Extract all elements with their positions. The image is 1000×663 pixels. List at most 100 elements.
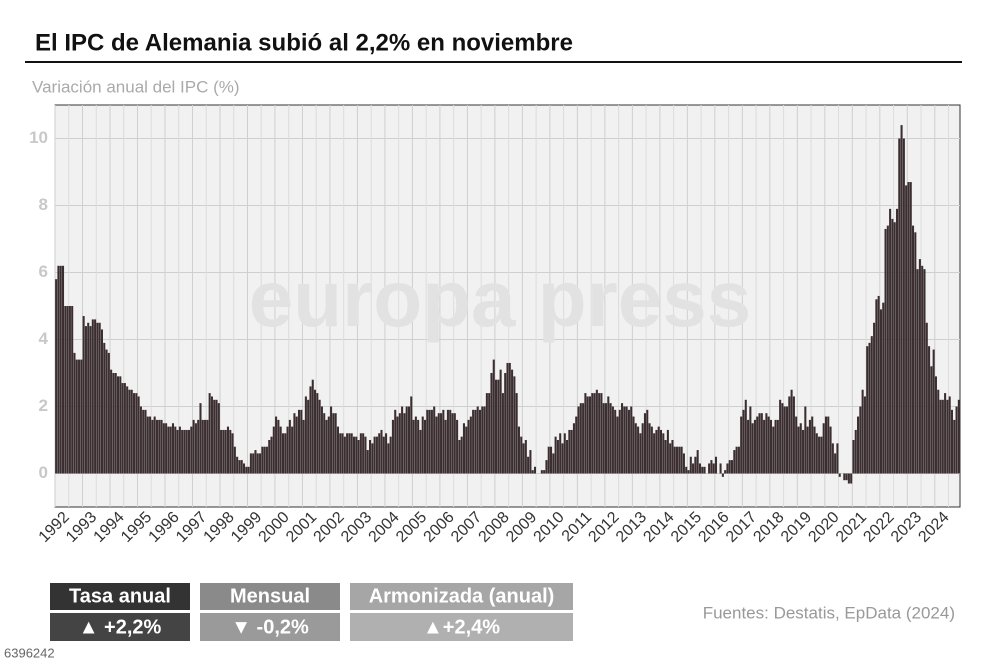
bar xyxy=(765,413,768,474)
bar xyxy=(554,436,557,474)
bar xyxy=(98,322,101,474)
bar xyxy=(845,473,848,481)
bar xyxy=(625,406,628,474)
bars xyxy=(55,125,960,484)
bar xyxy=(637,426,640,474)
bar xyxy=(481,406,484,474)
bar xyxy=(444,419,447,474)
bar xyxy=(886,225,889,474)
bar xyxy=(740,416,743,474)
bar xyxy=(724,470,727,474)
bar xyxy=(501,393,504,474)
bar xyxy=(153,416,156,474)
bar xyxy=(456,419,459,474)
bar xyxy=(87,322,90,474)
bar xyxy=(208,393,211,474)
x-tick-label: 2017 xyxy=(723,509,760,546)
bar xyxy=(259,453,262,474)
y-tick-label: 0 xyxy=(39,463,48,482)
bar xyxy=(178,426,181,474)
bar xyxy=(442,409,445,474)
bar xyxy=(165,423,168,474)
bar xyxy=(508,362,511,474)
bar xyxy=(423,419,427,474)
bar xyxy=(854,429,857,474)
bar xyxy=(847,473,850,484)
bar xyxy=(611,406,614,474)
bar xyxy=(176,429,179,474)
bar xyxy=(861,389,864,474)
bar xyxy=(595,389,598,474)
indicators: Tasa anual ▲ +2,2% Mensual ▼ -0,2% Armonizad… xyxy=(50,583,573,641)
bar xyxy=(763,419,766,474)
bar xyxy=(923,269,926,474)
bar xyxy=(151,419,154,474)
bar xyxy=(621,403,624,474)
bar xyxy=(263,446,266,474)
y-tick-label: 2 xyxy=(39,396,48,415)
bar xyxy=(169,426,172,474)
x-tick-label: 2022 xyxy=(860,509,897,546)
bar xyxy=(497,379,500,474)
bar xyxy=(648,423,651,474)
chart-title: El IPC de Alemania subió al 2,2% en novi… xyxy=(35,29,573,56)
bar xyxy=(279,426,282,474)
bar xyxy=(866,346,869,474)
bar xyxy=(236,456,239,474)
bar xyxy=(792,396,795,474)
bar xyxy=(389,436,392,474)
bar xyxy=(643,413,646,474)
bar xyxy=(421,416,424,474)
bar xyxy=(135,393,138,474)
bar xyxy=(286,426,289,474)
x-tick-label: 2008 xyxy=(476,509,513,546)
bar xyxy=(167,426,170,474)
x-tick-label: 2001 xyxy=(283,509,320,546)
bar xyxy=(822,423,825,474)
bar xyxy=(59,265,62,474)
bar xyxy=(818,436,821,474)
bar xyxy=(382,436,385,474)
bar xyxy=(291,426,294,474)
bar xyxy=(570,429,573,474)
bar xyxy=(772,426,775,474)
bar xyxy=(639,433,642,474)
x-tick-label: 1992 xyxy=(36,509,73,546)
bar xyxy=(348,433,351,474)
bar xyxy=(914,232,917,474)
bar xyxy=(238,460,241,474)
bar xyxy=(233,446,236,474)
bar xyxy=(412,419,415,474)
bar xyxy=(604,403,608,474)
indicator-header-box xyxy=(200,583,340,610)
bar xyxy=(520,436,523,474)
bar xyxy=(222,429,225,474)
bar xyxy=(318,399,321,474)
x-tick-label: 2016 xyxy=(695,509,732,546)
bar xyxy=(614,409,617,474)
bar xyxy=(73,352,76,474)
bar xyxy=(618,409,621,474)
x-tick-label: 1993 xyxy=(63,509,100,546)
bar xyxy=(545,460,548,474)
bar xyxy=(939,399,942,474)
bar xyxy=(737,446,740,474)
bar xyxy=(937,389,940,474)
bar xyxy=(522,443,525,474)
bar xyxy=(107,352,110,474)
bar xyxy=(130,389,133,474)
bar xyxy=(210,396,213,474)
bar xyxy=(449,409,452,474)
bar xyxy=(728,460,731,474)
bar xyxy=(701,466,704,474)
bar xyxy=(790,389,793,474)
bar xyxy=(742,409,745,474)
bar xyxy=(714,456,718,474)
bar xyxy=(561,443,564,474)
bar xyxy=(953,419,956,474)
bar xyxy=(495,379,498,474)
bar xyxy=(215,399,218,474)
bar xyxy=(556,440,559,474)
